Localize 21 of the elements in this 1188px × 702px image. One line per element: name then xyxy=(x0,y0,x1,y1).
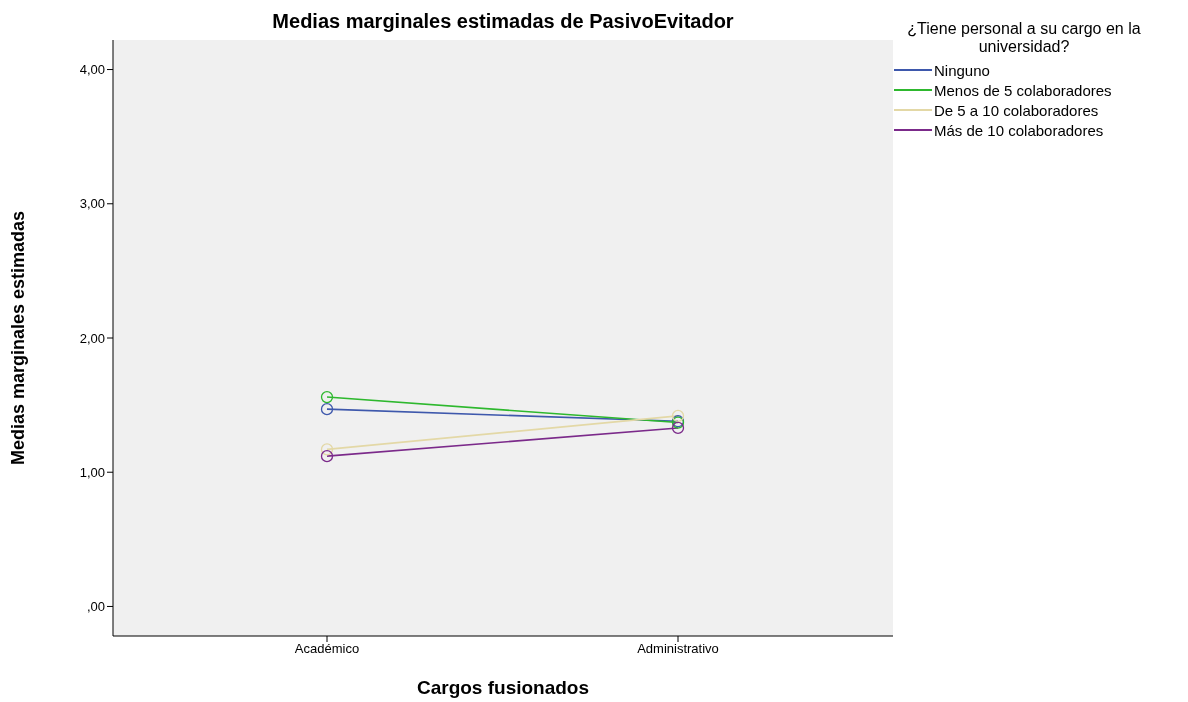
point xyxy=(320,449,334,463)
legend-title: ¿Tiene personal a su cargo en la universidad? xyxy=(906,20,1142,56)
y-tick-label: 4,00 xyxy=(79,62,105,78)
y-tick-label: 2,00 xyxy=(79,330,105,346)
y-tick-label: ,00 xyxy=(86,599,105,615)
y-tick-label: 3,00 xyxy=(79,196,105,212)
point xyxy=(671,409,685,423)
point xyxy=(320,443,334,456)
x-tick-label: Administrativo xyxy=(637,641,719,657)
legend-label: Menos de 5 colaboradores xyxy=(934,81,1112,99)
legend-label: Ninguno xyxy=(934,61,990,79)
chart-title: Medias marginales estimadas de PasivoEvitador xyxy=(271,10,735,33)
point xyxy=(671,421,685,435)
point xyxy=(320,390,334,404)
y-axis-title: Medias marginales estimadas xyxy=(8,209,29,468)
x-tick-label: Académico xyxy=(294,641,360,657)
y-tick-label: 1,00 xyxy=(79,464,105,480)
point xyxy=(320,402,334,416)
legend-label: De 5 a 10 colaboradores xyxy=(934,101,1099,119)
legend-label: Más de 10 colaboradores xyxy=(934,121,1104,139)
x-axis-title: Cargos fusionados xyxy=(416,677,590,698)
